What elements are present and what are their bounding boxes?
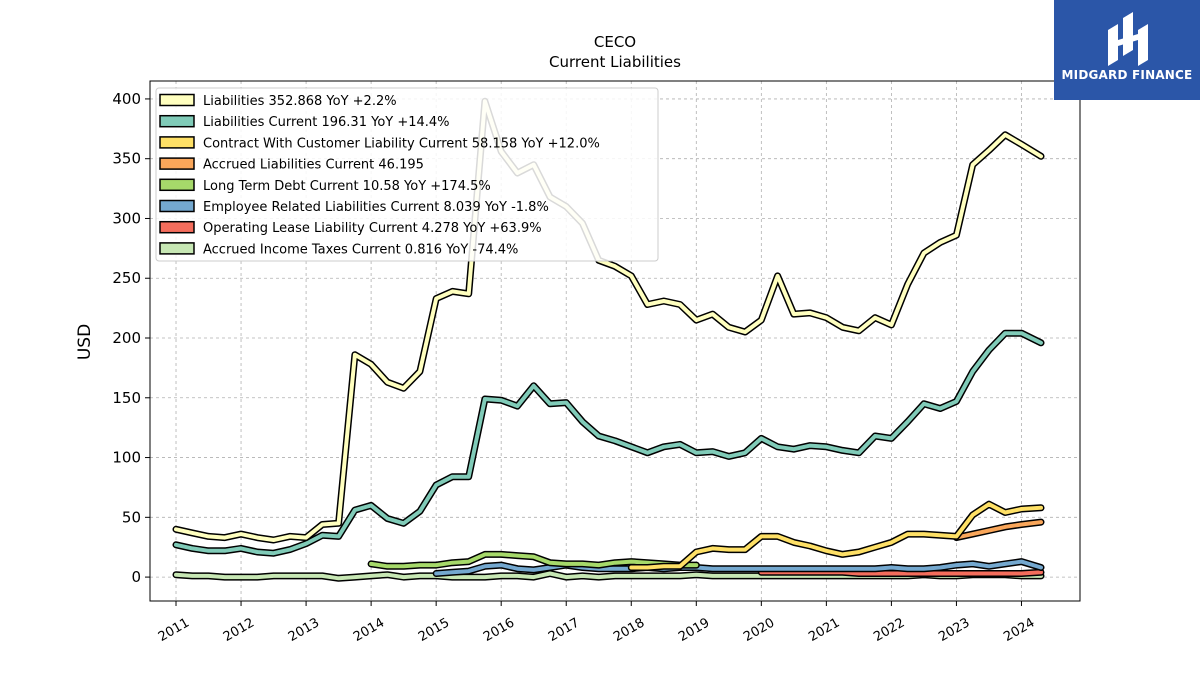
x-tick-label: 2020 — [741, 615, 777, 645]
series-layer — [172, 97, 1045, 582]
x-tick-label: 2023 — [936, 615, 972, 645]
y-tick-label: 0 — [131, 568, 141, 586]
series-line — [174, 331, 1043, 556]
x-tick-label: 2017 — [546, 615, 582, 645]
legend-item: Liabilities 352.868 YoY +2.2% — [159, 93, 397, 109]
chart-subtitle: Current Liabilities — [549, 53, 681, 71]
legend: Liabilities 352.868 YoY +2.2% Liabilities… — [155, 87, 659, 262]
series-line — [629, 502, 1043, 570]
x-tick-label: 2021 — [806, 615, 842, 645]
y-tick-label: 50 — [122, 508, 141, 526]
legend-label: Accrued Income Taxes Current 0.816 YoY -… — [203, 242, 518, 257]
midgard-logo-icon — [1108, 12, 1148, 66]
x-tick-label: 2024 — [1001, 615, 1037, 645]
legend-label: Contract With Customer Liability Current… — [203, 136, 600, 151]
series-accrued-liabilities-current — [952, 518, 1045, 542]
legend-item: Operating Lease Liability Current 4.278 … — [159, 220, 542, 236]
y-tick-label: 400 — [112, 90, 141, 108]
x-tick-label: 2012 — [221, 615, 257, 645]
x-tick-label: 2013 — [286, 615, 322, 645]
legend-item: Accrued Liabilities Current 46.195 — [159, 157, 424, 173]
legend-label: Liabilities 352.868 YoY +2.2% — [203, 94, 397, 109]
chart-title: CECO — [594, 33, 636, 51]
y-tick-label: 100 — [112, 449, 141, 467]
legend-swatch — [159, 220, 195, 234]
y-tick-label: 200 — [112, 329, 141, 347]
series-line — [759, 570, 1043, 576]
legend-label: Operating Lease Liability Current 4.278 … — [203, 221, 542, 236]
series-long-term-debt-current — [367, 550, 700, 570]
series-operating-lease-liability-current — [757, 568, 1045, 577]
y-tick-label: 350 — [112, 150, 141, 168]
x-tick-label: 2014 — [351, 615, 387, 645]
plot-frame — [149, 80, 1081, 602]
x-tick-label: 2016 — [481, 615, 517, 645]
series-line — [954, 520, 1043, 540]
legend-swatch — [159, 199, 195, 213]
series-line — [434, 559, 1043, 576]
y-axis-label: USD — [75, 324, 95, 360]
x-tick-label: 2015 — [416, 615, 452, 645]
legend-box — [155, 87, 659, 262]
series-employee-related-liabilities-current — [432, 558, 1045, 577]
legend-item: Contract With Customer Liability Current… — [159, 136, 600, 151]
y-tick-label: 150 — [112, 389, 141, 407]
legend-label: Liabilities Current 196.31 YoY +14.4% — [203, 115, 450, 130]
legend-item: Long Term Debt Current 10.58 YoY +174.5% — [159, 178, 491, 194]
x-tick-label: 2022 — [871, 615, 907, 645]
x-tick-label: 2018 — [611, 615, 647, 645]
series-line — [369, 552, 699, 569]
series-line — [174, 99, 1043, 542]
legend-swatch — [159, 242, 195, 255]
series-contract-with-customer-liability-current — [627, 500, 1045, 571]
legend-item: Liabilities Current 196.31 YoY +14.4% — [159, 114, 450, 130]
x-tick-label: 2011 — [156, 615, 192, 645]
legend-swatch — [159, 178, 195, 192]
brand-name: MIDGARD FINANCE — [1061, 68, 1193, 82]
legend-item: Employee Related Liabilities Current 8.0… — [159, 199, 549, 215]
series-liabilities-current — [172, 329, 1045, 557]
y-tick-label: 300 — [112, 209, 141, 227]
legend-swatch — [159, 157, 195, 170]
series-liabilities — [172, 97, 1045, 544]
legend-label: Accrued Liabilities Current 46.195 — [203, 158, 424, 173]
legend-label: Employee Related Liabilities Current 8.0… — [203, 200, 549, 215]
brand-logo: MIDGARD FINANCE — [1054, 0, 1200, 100]
legend-swatch — [159, 114, 195, 128]
legend-item: Accrued Income Taxes Current 0.816 YoY -… — [159, 242, 518, 257]
legend-swatch — [159, 136, 195, 149]
y-tick-label: 250 — [112, 269, 141, 287]
x-tick-label: 2019 — [676, 615, 712, 645]
legend-label: Long Term Debt Current 10.58 YoY +174.5% — [203, 179, 491, 194]
legend-swatch — [159, 93, 195, 107]
